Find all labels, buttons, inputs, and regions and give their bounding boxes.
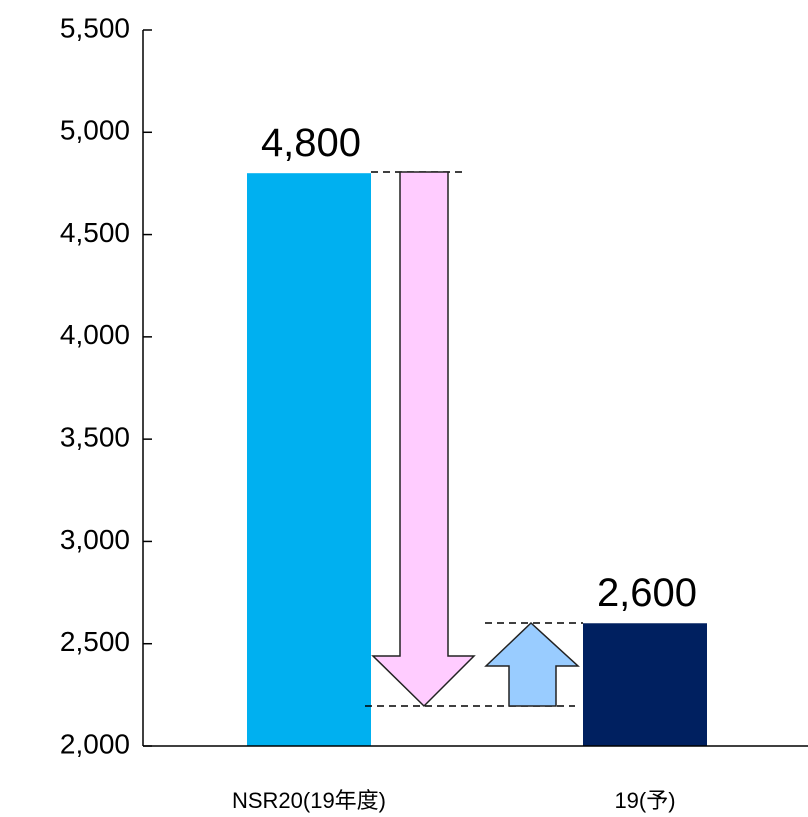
bar	[583, 623, 707, 746]
up-arrow	[484, 621, 580, 707]
value-label: 4,800	[261, 121, 361, 165]
x-tick-label: 19(予)	[614, 788, 675, 813]
y-tick-label: 3,000	[60, 524, 130, 555]
y-tick-label: 4,500	[60, 217, 130, 248]
down-arrow	[371, 171, 476, 708]
dashed-guides	[365, 171, 583, 707]
x-tick-label: NSR20(19年度)	[232, 788, 386, 813]
y-tick-label: 5,000	[60, 115, 130, 146]
y-tick-label: 2,500	[60, 626, 130, 657]
value-label: 2,600	[597, 571, 697, 615]
y-tick-label: 5,500	[60, 12, 130, 43]
y-tick-label: 2,000	[60, 728, 130, 759]
y-tick-label: 3,500	[60, 422, 130, 453]
bar	[247, 173, 371, 746]
y-tick-label: 4,000	[60, 319, 130, 350]
